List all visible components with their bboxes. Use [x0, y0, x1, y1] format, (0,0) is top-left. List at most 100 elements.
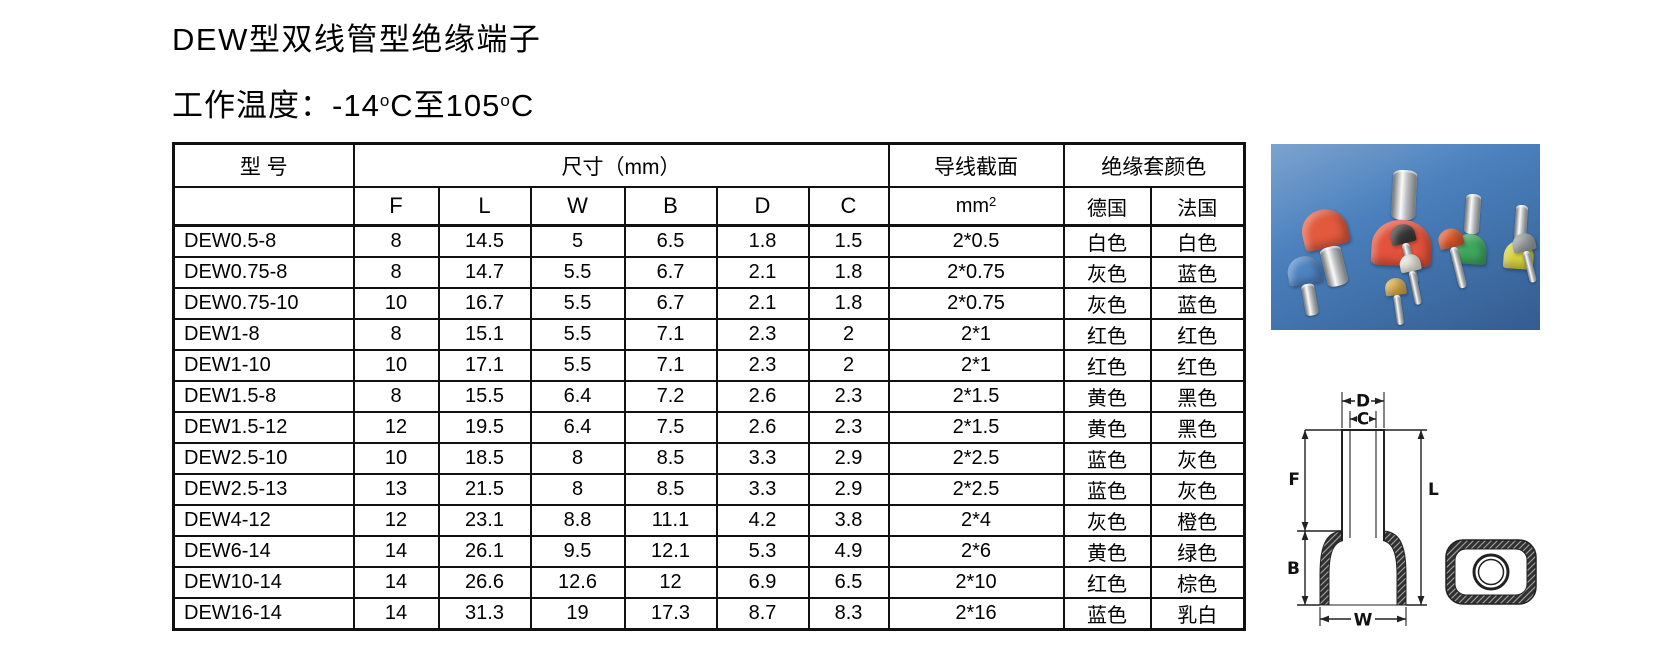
cell-mm2: 2*1.5 — [887, 380, 1065, 413]
cell-b: 7.1 — [623, 349, 718, 382]
cell-fr: 橙色 — [1149, 504, 1246, 537]
col-header-b: B — [623, 186, 718, 227]
cell-fr: 棕色 — [1149, 566, 1246, 599]
cell-w: 6.4 — [529, 380, 626, 413]
cell-de: 蓝色 — [1062, 597, 1152, 631]
cell-c: 2.9 — [807, 473, 890, 506]
cell-b: 17.3 — [623, 597, 718, 631]
cell-c: 8.3 — [807, 597, 890, 631]
table-row: DEW4-12 12 23.1 8.8 11.1 4.2 3.8 2*4 灰色 橙色 — [172, 504, 1246, 537]
cell-w: 8 — [529, 442, 626, 475]
col-header-dimensions: 尺寸（mm） — [352, 142, 890, 188]
terminal-body — [1297, 204, 1352, 253]
cell-model: DEW2.5-10 — [172, 442, 355, 475]
cell-l: 14.7 — [437, 256, 532, 289]
spec-table-body: DEW0.5-8 8 14.5 5 6.5 1.8 1.5 2*0.5 白色 白色 DEW0.75-… — [172, 224, 1246, 631]
header-row-2: F L W B D C mm2 德国 法国 — [172, 186, 1246, 227]
cell-c: 2.3 — [807, 411, 890, 444]
cell-model: DEW1.5-12 — [172, 411, 355, 444]
cell-d: 2.3 — [715, 318, 810, 351]
cell-w: 12.6 — [529, 566, 626, 599]
header-row-1: 型 号 尺寸（mm） 导线截面 绝缘套颜色 — [172, 142, 1246, 188]
cell-w: 6.4 — [529, 411, 626, 444]
cell-f: 13 — [352, 473, 440, 506]
cell-fr: 红色 — [1149, 349, 1246, 382]
terminal-metal-tube — [1463, 193, 1481, 235]
cell-l: 14.5 — [437, 224, 532, 258]
cell-b: 8.5 — [623, 442, 718, 475]
cell-f: 10 — [352, 349, 440, 382]
cell-l: 26.1 — [437, 535, 532, 568]
cell-d: 2.1 — [715, 256, 810, 289]
cell-l: 26.6 — [437, 566, 532, 599]
cell-w: 9.5 — [529, 535, 626, 568]
cell-mm2: 2*16 — [887, 597, 1065, 631]
col-header-d: D — [715, 186, 810, 227]
cell-w: 8 — [529, 473, 626, 506]
cell-fr: 红色 — [1149, 318, 1246, 351]
cell-model: DEW2.5-13 — [172, 473, 355, 506]
cell-d: 6.9 — [715, 566, 810, 599]
cell-f: 10 — [352, 287, 440, 320]
col-header-mm2: mm2 — [887, 186, 1065, 227]
cell-c: 1.8 — [807, 287, 890, 320]
cell-f: 12 — [352, 411, 440, 444]
table-row: DEW2.5-10 10 18.5 8 8.5 3.3 2.9 2*2.5 蓝色 灰色 — [172, 442, 1246, 475]
cell-b: 6.5 — [623, 224, 718, 258]
cell-w: 5.5 — [529, 287, 626, 320]
cell-de: 灰色 — [1062, 287, 1152, 320]
cell-de: 红色 — [1062, 318, 1152, 351]
cell-fr: 黑色 — [1149, 411, 1246, 444]
temp-degree-1: o — [379, 91, 391, 110]
cell-l: 18.5 — [437, 442, 532, 475]
table-row: DEW1-8 8 15.1 5.5 7.1 2.3 2 2*1 红色 红色 — [172, 318, 1246, 351]
cell-mm2: 2*6 — [887, 535, 1065, 568]
terminal-metal-tube — [1448, 246, 1467, 289]
cell-model: DEW0.75-10 — [172, 287, 355, 320]
cell-l: 19.5 — [437, 411, 532, 444]
cell-fr: 乳白 — [1149, 597, 1246, 631]
wire-bore-circle — [1472, 553, 1510, 591]
table-row: DEW10-14 14 26.6 12.6 12 6.9 6.5 2*10 红色 棕色 — [172, 566, 1246, 599]
page-title: DEW型双线管型绝缘端子 — [172, 22, 542, 57]
col-header-c: C — [807, 186, 890, 227]
temp-text-1: 工作温度：-14 — [172, 88, 380, 123]
temp-text-3: C — [510, 88, 535, 123]
cell-c: 2.9 — [807, 442, 890, 475]
col-header-model: 型 号 — [172, 142, 355, 188]
temp-degree-2: o — [500, 91, 511, 110]
cell-model: DEW1.5-8 — [172, 380, 355, 413]
col-header-france: 法国 — [1149, 186, 1246, 227]
terminal-metal-tube — [1392, 294, 1404, 326]
cell-de: 灰色 — [1062, 256, 1152, 289]
cell-c: 2.3 — [807, 380, 890, 413]
cell-b: 7.5 — [623, 411, 718, 444]
cell-d: 4.2 — [715, 504, 810, 537]
cell-w: 5.5 — [529, 256, 626, 289]
cell-mm2: 2*0.75 — [887, 256, 1065, 289]
cell-model: DEW16-14 — [172, 597, 355, 631]
cell-fr: 黑色 — [1149, 380, 1246, 413]
cell-fr: 绿色 — [1149, 535, 1246, 568]
cell-d: 2.3 — [715, 349, 810, 382]
cell-l: 17.1 — [437, 349, 532, 382]
cell-b: 6.7 — [623, 287, 718, 320]
col-header-wire-section: 导线截面 — [887, 142, 1065, 188]
table-row: DEW1.5-8 8 15.5 6.4 7.2 2.6 2.3 2*1.5 黄色 黑色 — [172, 380, 1246, 413]
cell-model: DEW10-14 — [172, 566, 355, 599]
working-temperature: 工作温度：-14oC至105oC — [172, 80, 534, 125]
col-header-empty — [172, 186, 355, 227]
cell-fr: 白色 — [1149, 224, 1246, 258]
col-header-w: W — [529, 186, 626, 227]
cell-l: 31.3 — [437, 597, 532, 631]
terminal-metal-tube — [1408, 270, 1423, 305]
cell-d: 2.1 — [715, 287, 810, 320]
table-row: DEW1.5-12 12 19.5 6.4 7.5 2.6 2.3 2*1.5 黄色 黑色 — [172, 411, 1246, 444]
cell-fr: 蓝色 — [1149, 287, 1246, 320]
dim-label-b: B — [1287, 559, 1300, 579]
cell-de: 灰色 — [1062, 504, 1152, 537]
dim-label-c: C — [1357, 410, 1369, 430]
col-header-sleeve-color: 绝缘套颜色 — [1062, 142, 1246, 188]
ferrule-tube — [1341, 429, 1385, 541]
cell-de: 红色 — [1062, 349, 1152, 382]
